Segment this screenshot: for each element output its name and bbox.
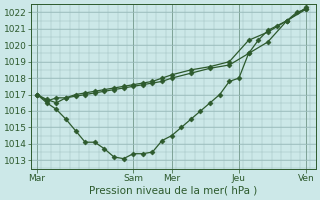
X-axis label: Pression niveau de la mer( hPa ): Pression niveau de la mer( hPa ) <box>90 186 258 196</box>
